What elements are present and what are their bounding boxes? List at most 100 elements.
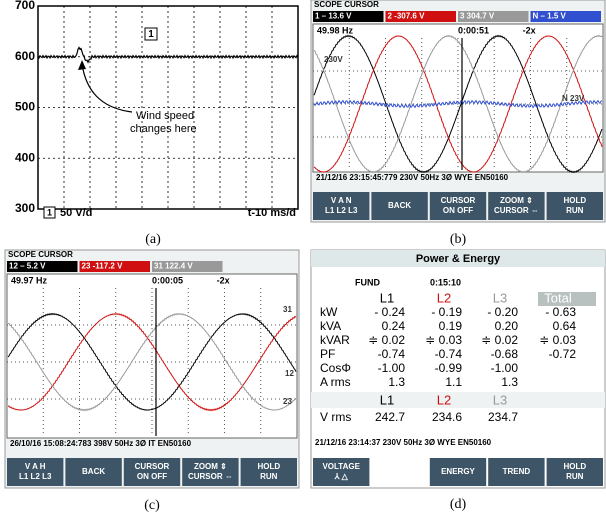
reading: 12 – 5.2 V: [9, 262, 46, 271]
trace-label: 23: [283, 397, 292, 406]
softkey-label: V A N: [331, 196, 352, 205]
table-cell: - 0.24: [374, 305, 405, 319]
softkey-label: HOLD: [257, 462, 280, 471]
row-label: PF: [320, 347, 335, 361]
status-bar: 26/10/16 15:08:24:783 398V 50Hz 3Ø IT EN…: [10, 439, 192, 448]
status-bar: 21/12/16 23:14:37 230V 50Hz 3Ø WYE EN501…: [315, 438, 492, 447]
softkey-label: VOLTAGE: [322, 462, 360, 471]
y-tick-label: 600: [15, 49, 35, 63]
table-cell: -0.99: [435, 361, 463, 375]
trace-label: 12: [285, 369, 294, 378]
row-label: V rms: [320, 410, 351, 424]
row-label: CosΦ: [320, 361, 351, 375]
table-cell: -1.00: [378, 361, 406, 375]
column-header: Total: [544, 290, 572, 305]
table-cell: ≑ 0.03: [539, 333, 576, 347]
table-cell: ≑ 0.02: [368, 333, 405, 347]
softkey-label: CURSOR: [441, 196, 476, 205]
softkey-label: CURSOR ⇔: [494, 206, 539, 215]
table-cell: ≑ 0.03: [425, 333, 462, 347]
softkey-label: CURSOR ⇔: [188, 472, 233, 481]
elapsed-time: 0:00:05: [152, 275, 183, 285]
row-label: A rms: [320, 375, 351, 389]
table-cell: 1.1: [445, 375, 462, 389]
table-cell: -0.72: [549, 347, 577, 361]
frequency: 49.98 Hz: [317, 25, 354, 35]
table-cell: -0.68: [491, 347, 519, 361]
softkey-label: CURSOR: [135, 462, 170, 471]
y-tick-label: 500: [15, 100, 35, 114]
softkey-label: L1 L2 L3: [325, 206, 358, 215]
softkey-label: HOLD: [563, 462, 586, 471]
table-cell: - 0.20: [487, 305, 518, 319]
table-cell: -0.74: [435, 347, 463, 361]
softkey-label: ON OFF: [443, 206, 473, 215]
row-label: kVAR: [320, 333, 350, 347]
figure: 7006005004003001Wind speedchanges here15…: [0, 0, 606, 514]
softkey-label: ⅄ △: [334, 472, 349, 481]
scale-label: 50 V/d: [60, 207, 92, 219]
reading: 2 -307.6 V: [388, 12, 426, 21]
caption: (c): [144, 498, 160, 513]
softkey-label: HOLD: [563, 196, 586, 205]
timebase-label: t-10 ms/d: [248, 207, 296, 219]
reading: 3 304.7 V: [460, 12, 495, 21]
mode-title: SCOPE CURSOR: [8, 250, 73, 259]
elapsed-time: 0:15:10: [430, 277, 461, 287]
volt-header-band: [311, 392, 605, 408]
table-cell: 1.3: [501, 375, 518, 389]
status-bar: 21/12/16 23:15:45:779 230V 50Hz 3Ø WYE E…: [316, 173, 509, 182]
softkey-label: ZOOM ⇕: [194, 462, 227, 471]
mode-title: SCOPE CURSOR: [314, 0, 379, 9]
row-label: kVA: [320, 319, 341, 333]
table-cell: 234.6: [432, 410, 462, 424]
table-cell: 1.3: [388, 375, 405, 389]
table-cell: -1.00: [491, 361, 519, 375]
column-header: L1: [380, 290, 394, 305]
reading: 1 – 13.6 V: [315, 12, 352, 21]
table-cell: -0.74: [378, 347, 406, 361]
table-cell: 0.64: [553, 319, 577, 333]
caption: (b): [450, 232, 467, 247]
table-cell: - 0.19: [431, 305, 462, 319]
table-cell: ≑ 0.02: [481, 333, 518, 347]
reading: 23 -117.2 V: [82, 262, 124, 271]
softkey-label: V A H: [25, 462, 46, 471]
table-cell: 0.19: [439, 319, 463, 333]
softkey-label: ON OFF: [137, 472, 167, 481]
column-header: L2: [437, 392, 451, 407]
y-tick-label: 700: [15, 0, 35, 12]
softkey-label: RUN: [260, 472, 278, 481]
table-cell: 0.20: [495, 319, 519, 333]
trace-label: 230V: [324, 55, 343, 64]
screen-title: Power & Energy: [416, 253, 501, 265]
frequency: 49.97 Hz: [11, 275, 48, 285]
y-tick-label: 300: [15, 201, 35, 215]
reading: 31 122.4 V: [154, 262, 193, 271]
column-header: L3: [493, 392, 507, 407]
mode: FUND: [355, 277, 380, 287]
channel-marker: 1: [47, 207, 52, 217]
column-header: L2: [437, 290, 451, 305]
annotation: changes here: [130, 123, 197, 135]
softkey-label: BACK: [388, 201, 411, 210]
trace-label: N 23V: [562, 94, 585, 103]
zoom: -2x: [523, 25, 536, 35]
trace-label: 31: [283, 305, 292, 314]
table-cell: 0.24: [382, 319, 406, 333]
softkey-label: L1 L2 L3: [19, 472, 52, 481]
softkey-label: ENERGY: [441, 467, 475, 476]
caption: (a): [145, 232, 161, 247]
zoom: -2x: [217, 275, 230, 285]
softkey-label: ZOOM ⇕: [500, 196, 533, 205]
annotation: Wind speed: [136, 110, 194, 122]
column-header: L1: [380, 392, 394, 407]
channel-marker: 1: [148, 29, 154, 40]
softkey-label: BACK: [82, 467, 105, 476]
table-cell: - 0.63: [545, 305, 576, 319]
reading: N – 1.5 V: [533, 12, 567, 21]
elapsed-time: 0:00:51: [458, 25, 489, 35]
table-cell: 234.7: [488, 410, 518, 424]
softkey-label: RUN: [566, 206, 584, 215]
row-label: kW: [320, 305, 338, 319]
